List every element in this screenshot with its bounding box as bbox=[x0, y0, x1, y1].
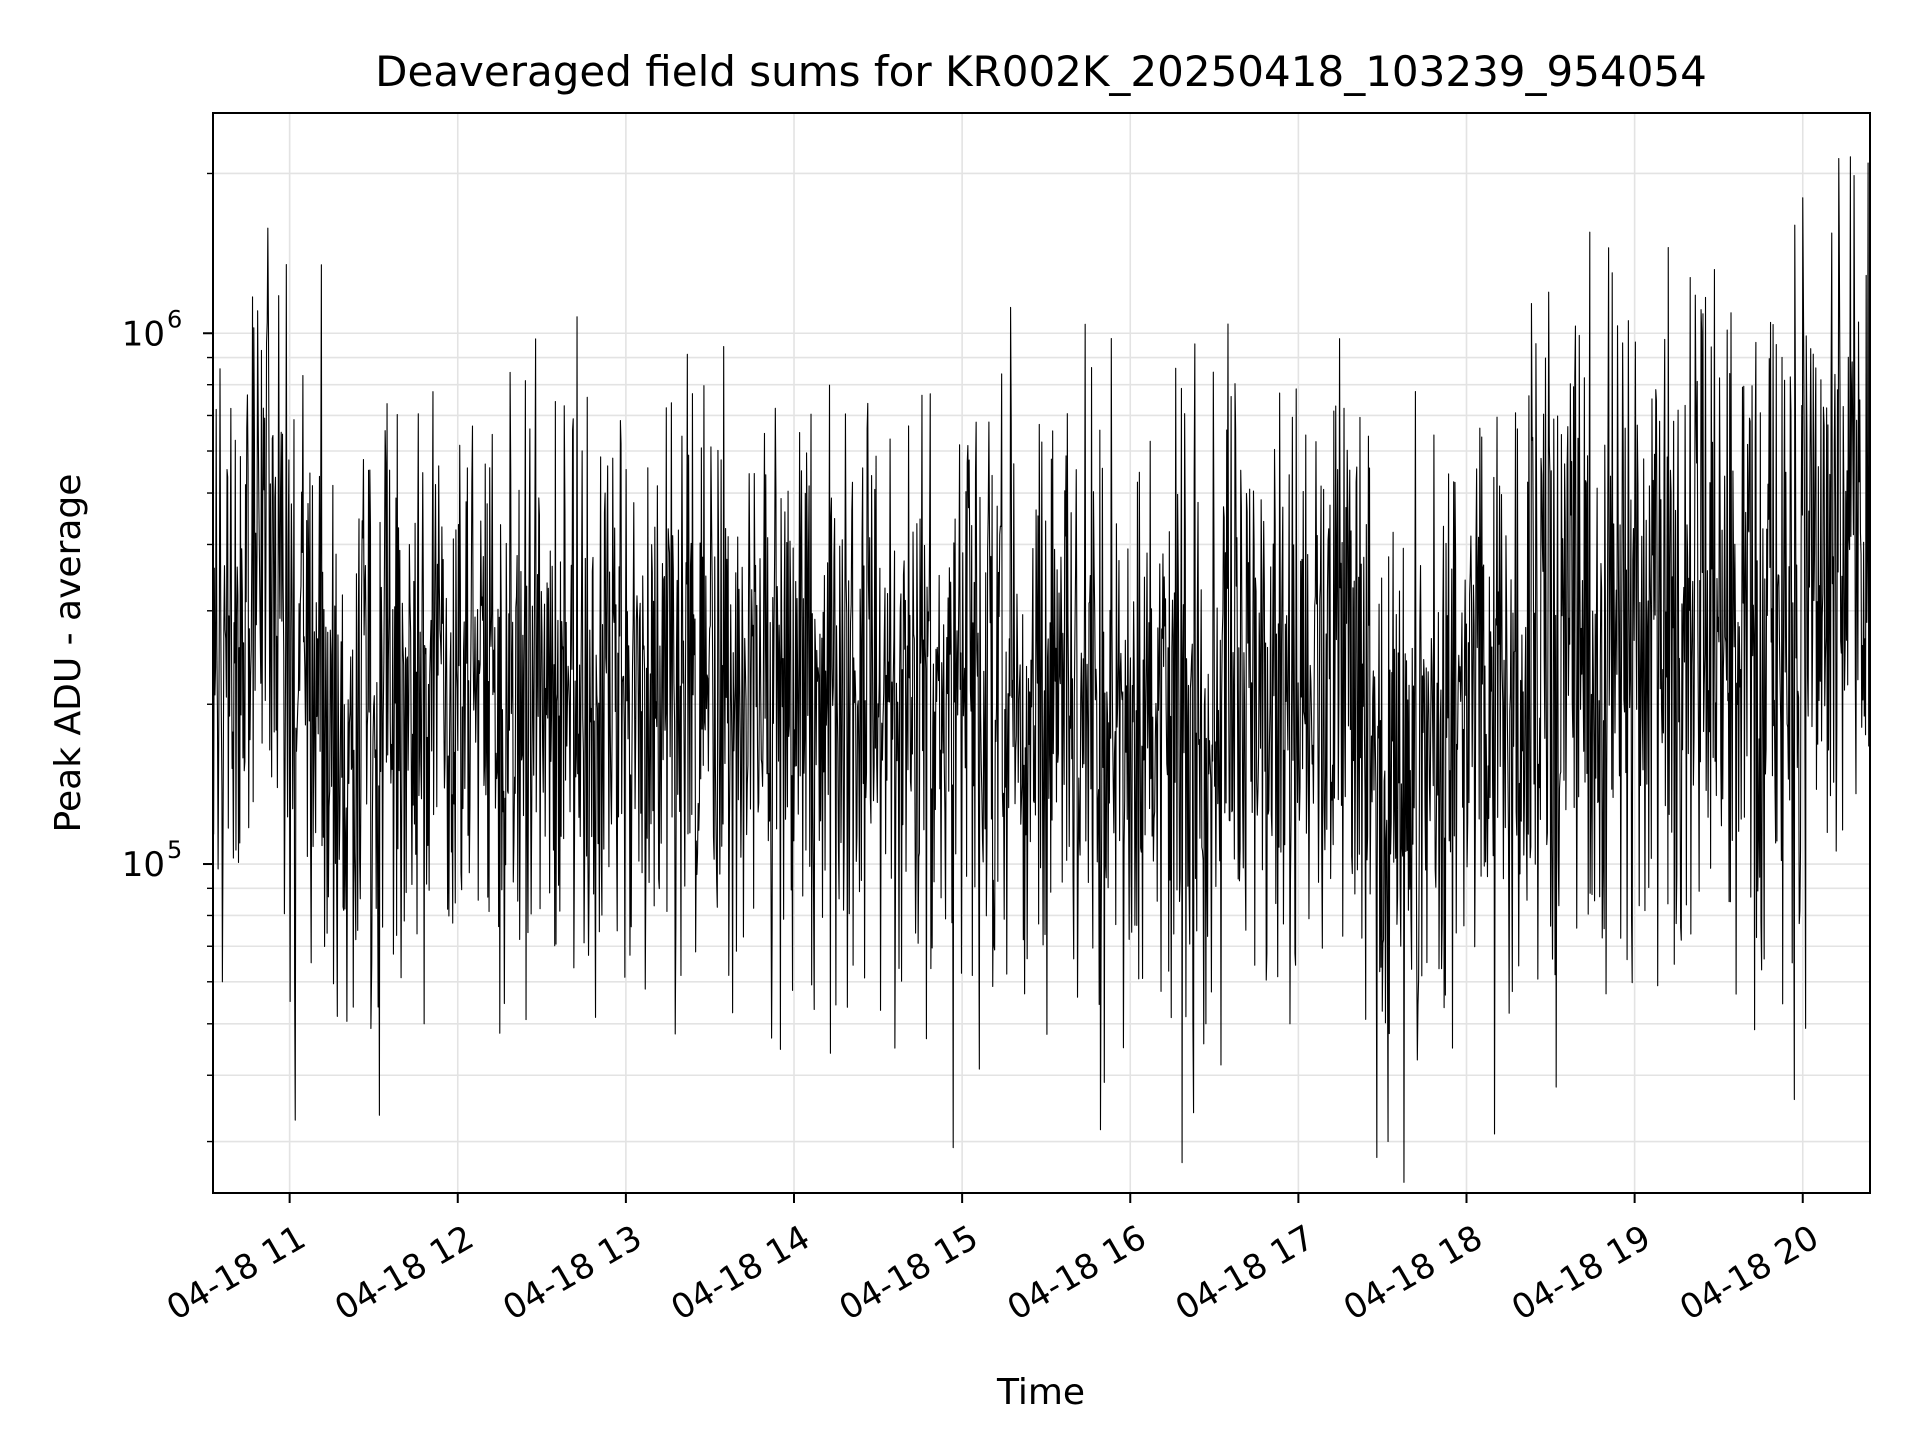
x-tick-label: 04-18 11 bbox=[160, 1218, 312, 1329]
y-tick-label: 10 bbox=[122, 314, 165, 354]
x-tick-label: 04-18 13 bbox=[496, 1218, 648, 1329]
y-tick-label: 10 bbox=[122, 845, 165, 885]
series-line bbox=[212, 156, 1871, 1183]
y-axis-label: Peak ADU - average bbox=[48, 474, 89, 833]
x-tick-label: 04-18 20 bbox=[1673, 1218, 1825, 1329]
x-tick-label: 04-18 18 bbox=[1337, 1218, 1489, 1329]
x-tick-label: 04-18 12 bbox=[328, 1218, 480, 1329]
x-tick-label: 04-18 14 bbox=[665, 1218, 817, 1329]
chart-title: Deaveraged field sums for KR002K_2025041… bbox=[375, 47, 1707, 96]
x-tick-label: 04-18 16 bbox=[1001, 1218, 1153, 1329]
plot-frame bbox=[212, 112, 1871, 1194]
x-tick-label: 04-18 17 bbox=[1169, 1218, 1321, 1329]
x-axis-label: Time bbox=[996, 1372, 1085, 1413]
x-axis: 04-18 11 04-18 12 04-18 13 04-18 14 04-18 15… bbox=[160, 1193, 1826, 1329]
x-tick-label: 04-18 19 bbox=[1505, 1218, 1657, 1329]
y-tick-exponent: 6 bbox=[167, 305, 182, 333]
series-layer bbox=[212, 156, 1871, 1183]
x-tick-label: 04-18 15 bbox=[833, 1218, 985, 1329]
y-tick-exponent: 5 bbox=[167, 836, 182, 864]
